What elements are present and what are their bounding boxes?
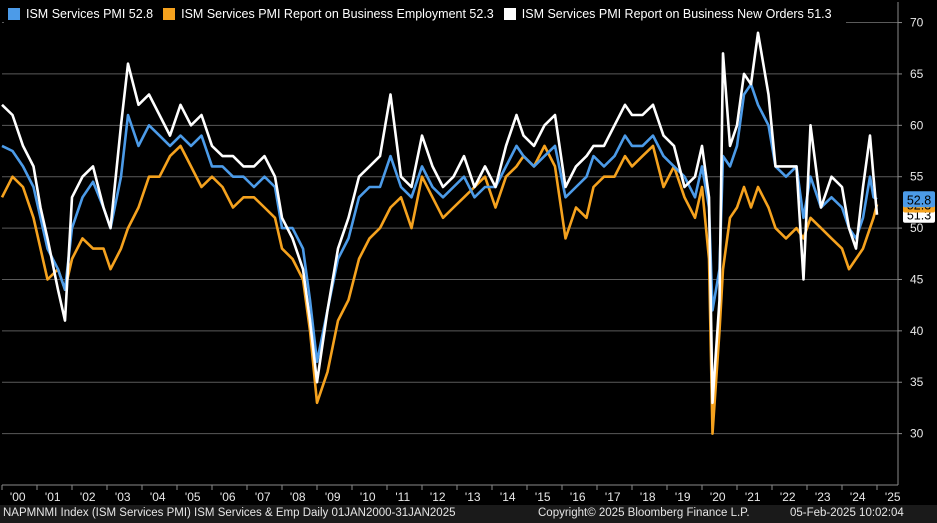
gridlines bbox=[2, 22, 898, 435]
x-tick-label: '08 bbox=[290, 490, 306, 504]
legend-swatch-employment bbox=[163, 8, 176, 20]
chart-legend: ISM Services PMI 52.8 ISM Services PMI R… bbox=[4, 5, 846, 23]
x-tick-label: '09 bbox=[325, 490, 341, 504]
x-tick-label: '14 bbox=[500, 490, 516, 504]
x-tick-label: '03 bbox=[115, 490, 131, 504]
x-tick-label: '24 bbox=[850, 490, 866, 504]
legend-item-employment[interactable]: ISM Services PMI Report on Business Empl… bbox=[163, 7, 494, 21]
y-tick-label: 60 bbox=[910, 118, 924, 132]
x-tick-label: '02 bbox=[80, 490, 96, 504]
y-tick-label: 55 bbox=[910, 170, 924, 184]
x-tick-label: '18 bbox=[640, 490, 656, 504]
y-tick-label: 50 bbox=[910, 221, 924, 235]
series-line-1 bbox=[0, 144, 879, 435]
y-tick-label: 70 bbox=[910, 16, 924, 30]
x-axis: '00 '01 '02 '03 '04 '05 '06 '07 '08 '09 '10 '11 '12 '… bbox=[1, 484, 901, 504]
legend-item-new-orders[interactable]: ISM Services PMI Report on Business New … bbox=[503, 7, 832, 21]
x-tick-label: '12 bbox=[430, 490, 446, 504]
x-tick-label: '17 bbox=[605, 490, 621, 504]
x-tick-label: '11 bbox=[395, 490, 410, 504]
x-tick-label: '00 bbox=[10, 490, 26, 504]
y-tick-label: 45 bbox=[910, 272, 924, 286]
x-tick-label: '16 bbox=[570, 490, 586, 504]
x-tick-label: '07 bbox=[255, 490, 271, 504]
x-tick-label: '15 bbox=[535, 490, 551, 504]
x-tick-label: '01 bbox=[45, 490, 61, 504]
legend-label-pmi: ISM Services PMI 52.8 bbox=[26, 7, 154, 21]
legend-swatch-new-orders bbox=[503, 8, 516, 20]
y-tick-label: 40 bbox=[910, 324, 924, 338]
legend-label-new-orders: ISM Services PMI Report on Business New … bbox=[521, 7, 832, 21]
last-value-labels: 51.352.352.8 bbox=[903, 191, 935, 223]
footer-timestamp: 05-Feb-2025 10:02:04 bbox=[790, 507, 904, 519]
x-tick-label: '10 bbox=[360, 490, 376, 504]
y-tick-label: 35 bbox=[910, 375, 924, 389]
legend-item-pmi[interactable]: ISM Services PMI 52.8 bbox=[8, 7, 153, 21]
footer-copyright: Copyright© 2025 Bloomberg Finance L.P. bbox=[538, 507, 750, 519]
legend-label-employment: ISM Services PMI Report on Business Empl… bbox=[181, 7, 494, 21]
series-lines bbox=[0, 31, 879, 435]
x-tick-label: '05 bbox=[185, 490, 201, 504]
x-tick-label: '19 bbox=[675, 490, 691, 504]
x-tick-label: '21 bbox=[745, 490, 761, 504]
last-value-label-0: 52.8 bbox=[907, 193, 931, 207]
footer-description: NAPMNMI Index (ISM Services PMI) ISM Ser… bbox=[3, 507, 456, 519]
x-tick-label: '25 bbox=[885, 490, 901, 504]
y-axis: 30 35 40 45 50 55 60 65 70 bbox=[897, 2, 924, 485]
last-value-box-0 bbox=[903, 191, 935, 208]
x-tick-label: '13 bbox=[465, 490, 481, 504]
x-tick-label: '06 bbox=[220, 490, 236, 504]
x-tick-label: '23 bbox=[815, 490, 831, 504]
series-line-0 bbox=[1, 82, 878, 363]
x-tick-label: '22 bbox=[780, 490, 796, 504]
series-line-2 bbox=[1, 31, 879, 405]
legend-swatch-pmi bbox=[8, 8, 20, 20]
y-tick-label: 30 bbox=[910, 427, 924, 441]
x-tick-label: '20 bbox=[710, 490, 726, 504]
chart-footer: NAPMNMI Index (ISM Services PMI) ISM Ser… bbox=[0, 505, 937, 523]
y-tick-label: 65 bbox=[910, 67, 924, 81]
x-tick-label: '04 bbox=[150, 490, 166, 504]
